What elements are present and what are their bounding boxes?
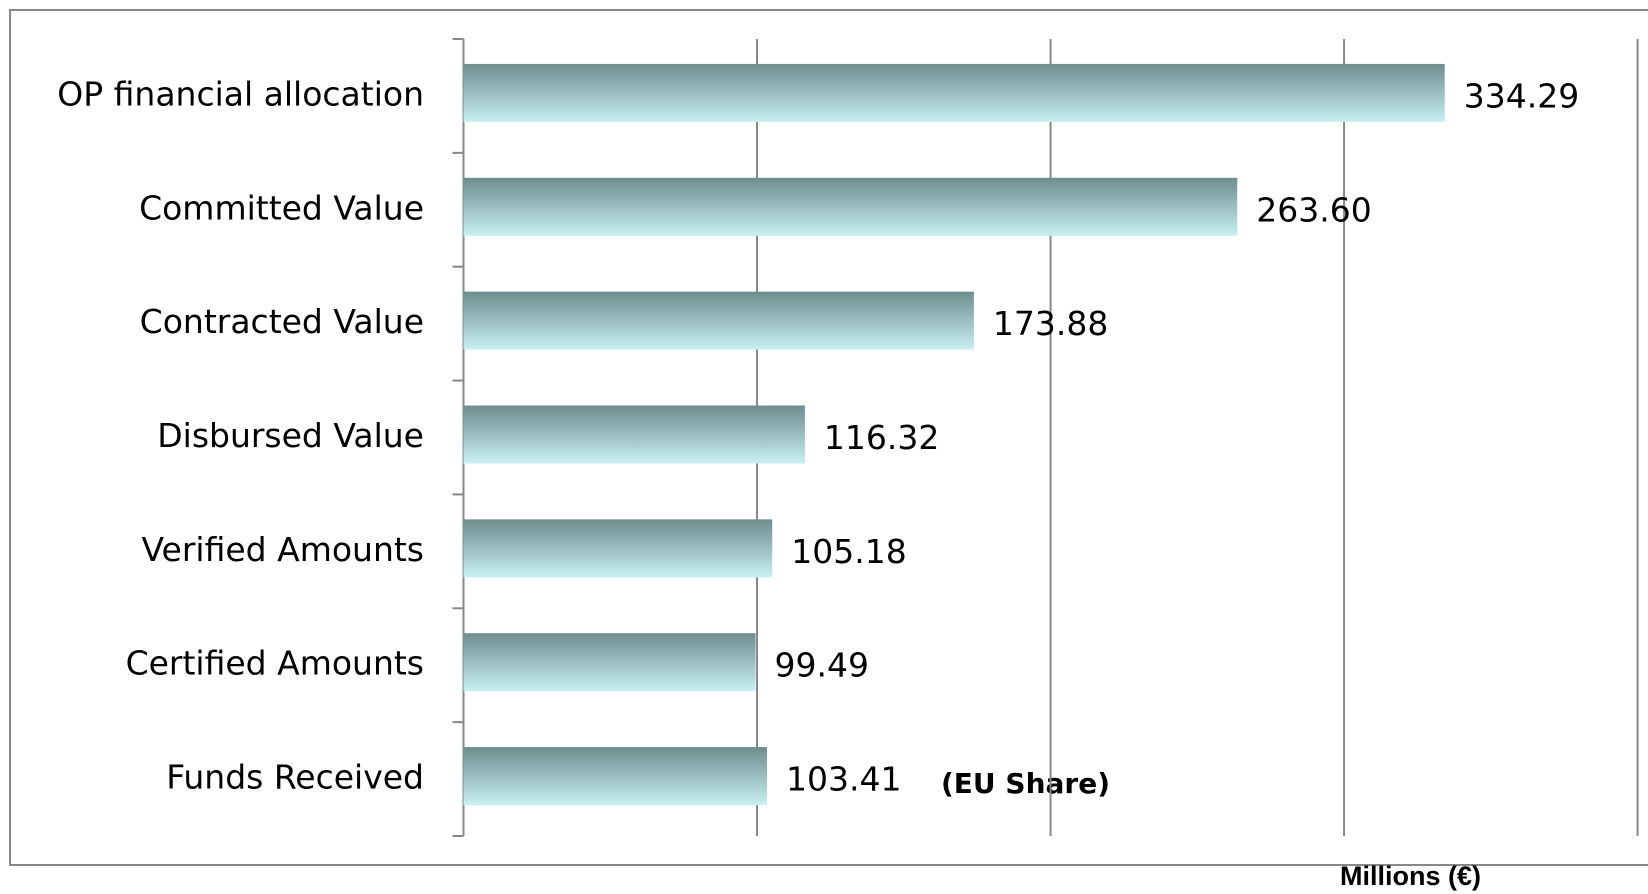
annotation: (EU Share)	[941, 767, 1110, 800]
category-label: Verified Amounts	[142, 530, 424, 569]
bar	[463, 405, 805, 464]
bar	[463, 633, 756, 692]
category-label: Disbursed Value	[157, 416, 424, 455]
grid	[756, 39, 1639, 836]
value-label: 263.60	[1256, 190, 1371, 229]
value-label: 334.29	[1464, 76, 1579, 115]
bar	[463, 177, 1238, 236]
value-label: 173.88	[993, 304, 1108, 343]
category-label: OP financial allocation	[57, 74, 424, 113]
category-label: Committed Value	[139, 188, 424, 227]
bar	[463, 519, 773, 578]
axis-unit: Millions (€)	[1340, 861, 1481, 891]
category-label: Certified Amounts	[126, 644, 424, 683]
category-label: Contracted Value	[140, 302, 424, 341]
category-label: Funds Received	[166, 758, 424, 797]
bar	[463, 747, 768, 806]
value-label: 103.41	[786, 760, 901, 799]
bar	[463, 291, 974, 350]
value-label: 105.18	[791, 532, 906, 571]
chart-frame	[9, 9, 1648, 866]
bar	[463, 63, 1445, 122]
value-label: 116.32	[824, 418, 939, 457]
value-label: 99.49	[775, 646, 869, 685]
